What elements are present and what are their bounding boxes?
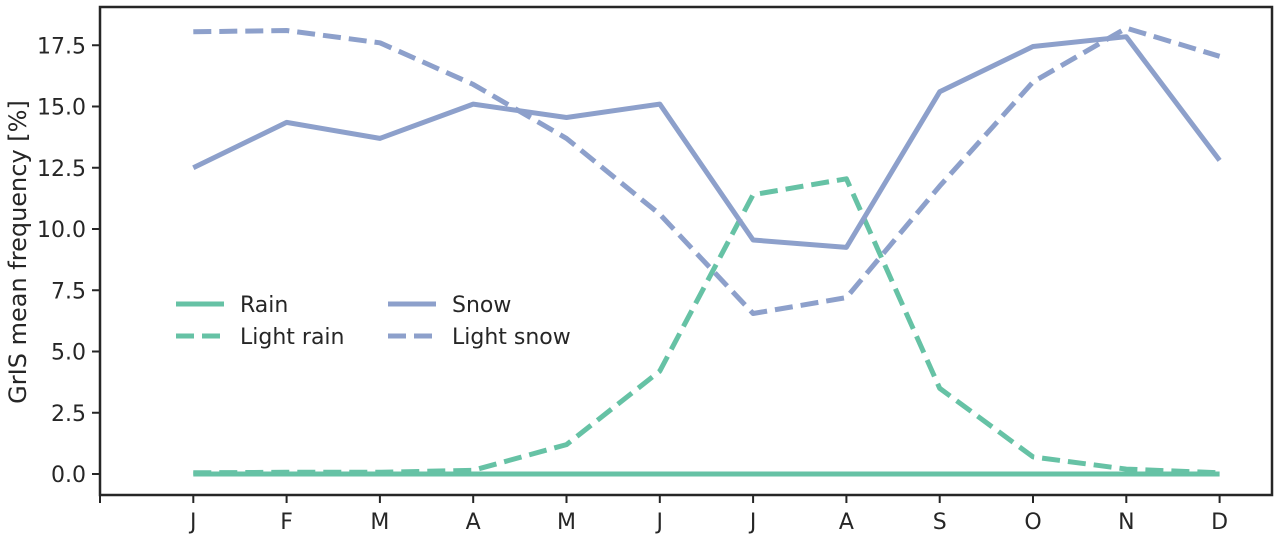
y-tick-label: 5.0 xyxy=(51,341,86,366)
x-tick-label: J xyxy=(188,510,197,535)
x-tick-label: D xyxy=(1211,510,1228,535)
legend-label: Light snow xyxy=(452,325,571,350)
legend-item: Snow xyxy=(388,293,511,318)
plot-border xyxy=(98,5,1274,497)
x-tick-label: O xyxy=(1024,510,1041,535)
x-tick-label: A xyxy=(466,510,481,535)
x-tick-label: J xyxy=(748,510,757,535)
x-tick-label: M xyxy=(370,510,389,535)
legend-item: Rain xyxy=(176,293,288,318)
series-line-light-rain xyxy=(193,176,1220,476)
y-tick-label: 15.0 xyxy=(37,96,86,121)
series-line-light-snow xyxy=(193,25,1221,316)
series-line-snow xyxy=(192,34,1222,250)
x-tick-label: J xyxy=(655,510,664,535)
y-axis-label: GrIS mean frequency [%] xyxy=(4,100,32,404)
x-tick-label: N xyxy=(1118,510,1134,535)
series-lines xyxy=(192,25,1222,477)
legend-label: Light rain xyxy=(240,325,344,350)
x-tick-label: A xyxy=(839,510,854,535)
x-tick-label: M xyxy=(557,510,576,535)
y-tick-label: 12.5 xyxy=(37,157,86,182)
x-tick-label: S xyxy=(933,510,947,535)
y-tick-label: 2.5 xyxy=(51,402,86,427)
x-tick-label: F xyxy=(280,510,293,535)
legend-label: Snow xyxy=(452,293,511,318)
legend: Rain Light rain Snow Light snow xyxy=(176,293,571,350)
y-tick-label: 10.0 xyxy=(37,218,86,243)
legend-item: Light snow xyxy=(388,325,571,350)
plot-frame xyxy=(98,5,1274,497)
legend-label: Rain xyxy=(240,293,288,318)
legend-item: Light rain xyxy=(176,325,344,350)
y-axis: 0.0 2.5 5.0 7.5 10.0 12.5 15.0 17.5 xyxy=(37,34,100,488)
y-tick-label: 7.5 xyxy=(51,279,86,304)
y-tick-label: 0.0 xyxy=(51,463,86,488)
y-tick-label: 17.5 xyxy=(37,34,86,59)
